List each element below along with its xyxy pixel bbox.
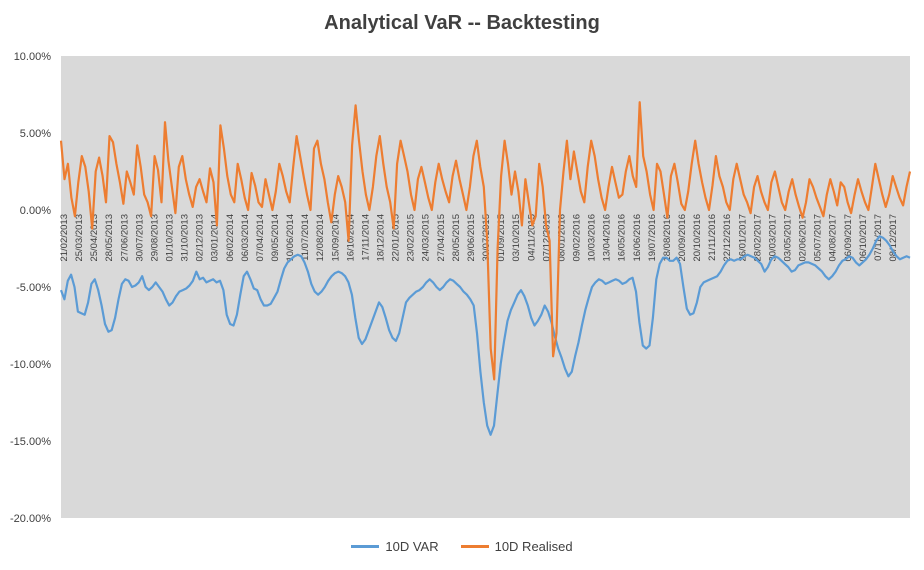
- y-tick-label: 0.00%: [20, 205, 51, 217]
- x-tick-label: 05/07/2017: [813, 214, 824, 262]
- x-tick-label: 06/10/2017: [858, 214, 869, 262]
- x-tick-label: 03/01/2014: [210, 214, 221, 262]
- y-tick-label: -15.00%: [10, 436, 51, 448]
- x-tick-label: 28/05/2013: [104, 214, 115, 262]
- x-tick-label: 30/03/2017: [767, 214, 778, 262]
- x-tick-label: 06/03/2014: [240, 214, 251, 262]
- x-tick-label: 31/10/2013: [180, 214, 191, 262]
- x-tick-label: 29/06/2015: [466, 214, 477, 262]
- x-tick-label: 04/08/2017: [828, 214, 839, 262]
- x-tick-label: 03/10/2015: [511, 214, 522, 262]
- x-tick-label: 09/05/2014: [270, 214, 281, 262]
- plot-background: [61, 56, 910, 518]
- y-tick-label: 5.00%: [20, 128, 51, 140]
- chart-title: Analytical VaR -- Backtesting: [324, 12, 600, 34]
- x-tick-label: 27/06/2013: [119, 214, 130, 262]
- x-tick-label: 08/12/2017: [888, 214, 899, 262]
- series-line-realised: [59, 101, 912, 381]
- x-tick-label: 29/08/2013: [149, 214, 160, 262]
- x-tick-label: 25/04/2013: [89, 214, 100, 262]
- x-tick-label: 03/05/2017: [782, 214, 793, 262]
- x-tick-label: 08/01/2016: [556, 214, 567, 262]
- x-tick-label: 23/02/2015: [406, 214, 417, 262]
- legend-item-realised: 10D Realised: [460, 539, 573, 554]
- x-tick-label: 15/09/2014: [330, 214, 341, 262]
- x-tick-label: 18/08/2016: [662, 214, 673, 262]
- x-tick-label: 20/10/2016: [692, 214, 703, 262]
- x-tick-label: 28/02/2017: [752, 214, 763, 262]
- x-tick-label: 01/09/2015: [496, 214, 507, 262]
- x-tick-label: 20/09/2016: [677, 214, 688, 262]
- x-tick-label: 13/04/2016: [602, 214, 613, 262]
- x-tick-label: 07/04/2014: [255, 214, 266, 262]
- x-tick-label: 06/02/2014: [225, 214, 236, 262]
- x-tick-label: 25/03/2013: [74, 214, 85, 262]
- x-tick-label: 06/09/2017: [843, 214, 854, 262]
- x-tick-label: 19/07/2016: [647, 214, 658, 262]
- series-line-var: [59, 235, 911, 436]
- x-tick-label: 04/11/2015: [526, 214, 537, 261]
- x-tick-label: 07/12/2015: [541, 214, 552, 262]
- x-tick-label: 22/12/2016: [722, 214, 733, 262]
- y-tick-label: -20.00%: [10, 513, 51, 525]
- x-tick-label: 21/11/2016: [707, 214, 718, 261]
- x-tick-label: 18/12/2014: [376, 214, 387, 262]
- x-tick-label: 24/03/2015: [421, 214, 432, 262]
- legend-swatch-var: [351, 545, 380, 548]
- legend-swatch-realised: [460, 545, 489, 548]
- x-tick-label: 17/11/2014: [360, 214, 371, 261]
- y-tick-label: -5.00%: [16, 282, 51, 294]
- x-tick-label: 01/10/2013: [165, 214, 176, 262]
- x-tick-label: 21/02/2013: [59, 214, 70, 262]
- x-tick-label: 16/05/2016: [617, 214, 628, 262]
- x-tick-label: 16/06/2016: [632, 214, 643, 262]
- legend: 10D VAR 10D Realised: [0, 539, 924, 554]
- y-tick-label: 10.00%: [14, 51, 52, 63]
- x-tick-label: 02/12/2013: [195, 214, 206, 262]
- x-tick-label: 09/02/2016: [571, 214, 582, 262]
- x-tick-label: 10/03/2016: [587, 214, 598, 262]
- x-tick-label: 30/07/2013: [134, 214, 145, 262]
- x-tick-label: 16/10/2014: [345, 214, 356, 262]
- x-tick-label: 22/01/2015: [391, 214, 402, 262]
- x-tick-label: 26/01/2017: [737, 214, 748, 262]
- legend-label-var: 10D VAR: [385, 539, 439, 554]
- x-tick-label: 12/08/2014: [315, 214, 326, 262]
- x-tick-label: 27/04/2015: [436, 214, 447, 262]
- legend-label-realised: 10D Realised: [494, 539, 573, 554]
- x-tick-label: 10/06/2014: [285, 214, 296, 262]
- x-tick-label: 02/06/2017: [798, 214, 809, 262]
- y-tick-label: -10.00%: [10, 359, 51, 371]
- legend-item-var: 10D VAR: [351, 539, 439, 554]
- x-tick-label: 11/07/2014: [300, 214, 311, 261]
- x-tick-label: 28/05/2015: [451, 214, 462, 262]
